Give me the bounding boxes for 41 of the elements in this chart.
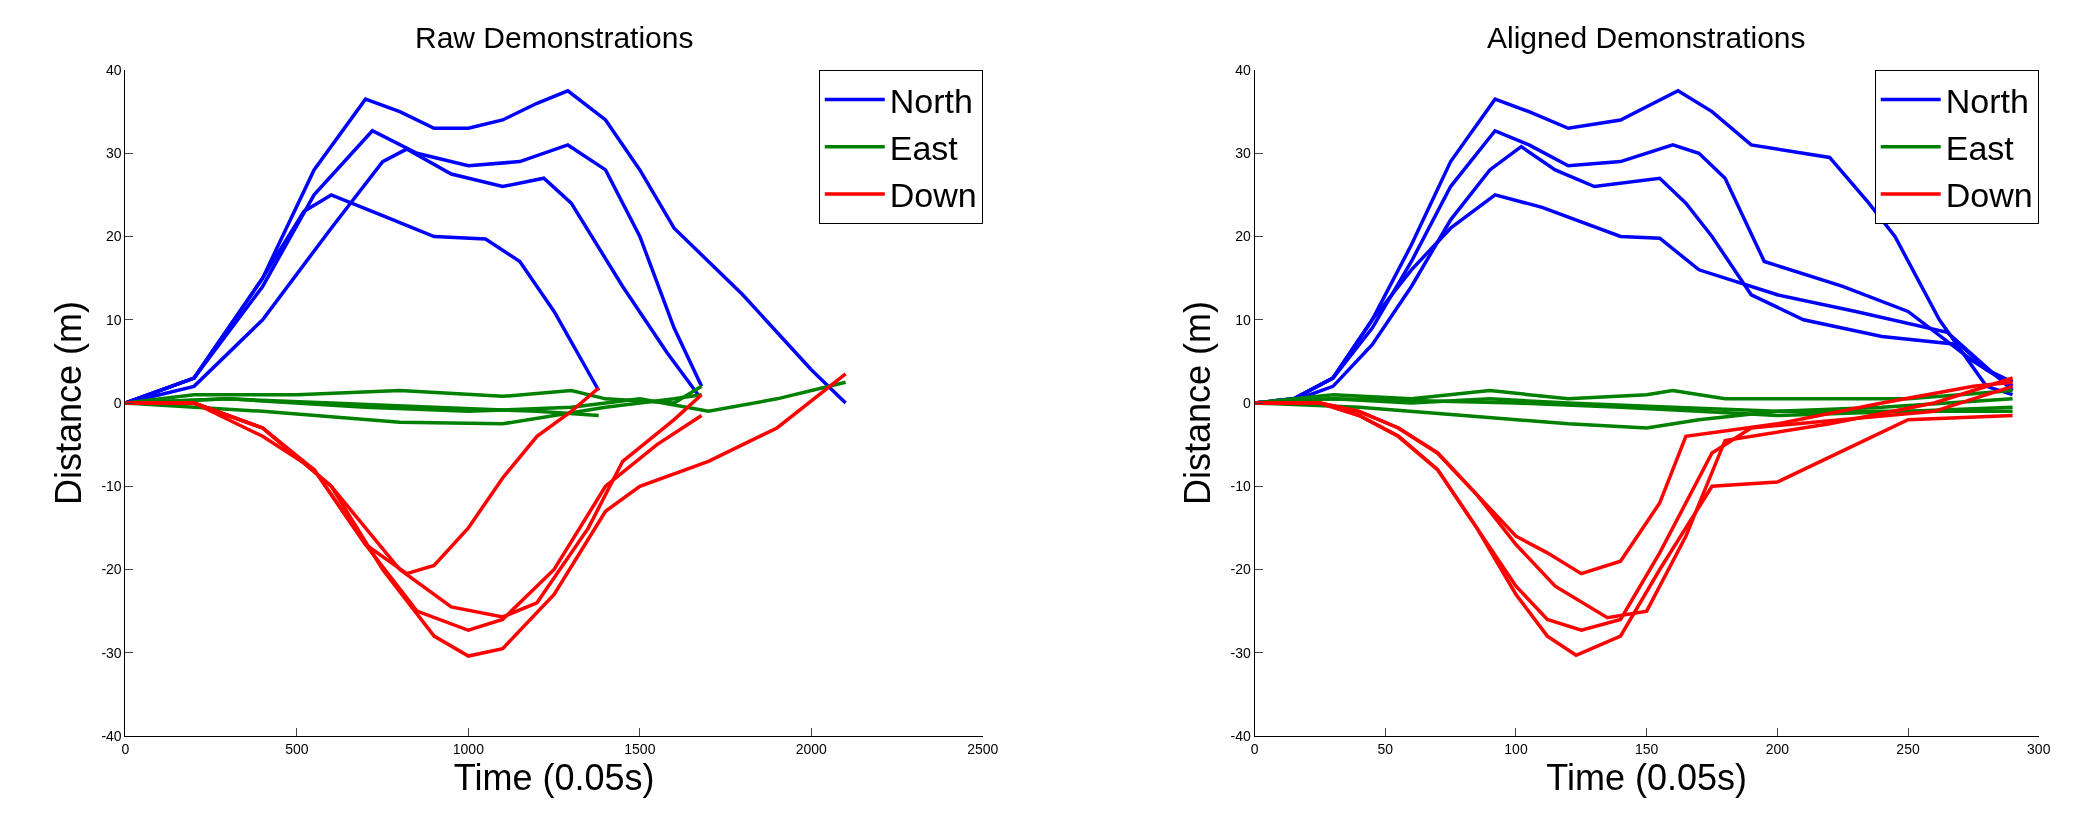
x-tick-label: 1000 <box>452 740 485 757</box>
legend-label: North <box>1945 81 2029 120</box>
x-tick-label: 200 <box>1765 740 1790 757</box>
x-tick-label: 1500 <box>624 740 656 757</box>
y-tick-label: 0 <box>113 394 122 411</box>
y-tick-label: 40 <box>1235 61 1252 78</box>
x-tick-label: 2500 <box>967 740 999 757</box>
x-tick-label: 300 <box>2027 740 2051 757</box>
y-tick-label: 30 <box>106 145 122 162</box>
x-tick-label: 100 <box>1504 740 1528 757</box>
legend-label: Down <box>1945 176 2033 215</box>
y-axis-title: Distance (m) <box>1177 300 1219 506</box>
x-tick-label: 2000 <box>795 740 828 757</box>
x-axis-title: Time (0.05s) <box>1546 756 1748 798</box>
x-tick-label: 250 <box>1896 740 1920 757</box>
y-tick-label: -30 <box>101 644 122 661</box>
y-tick-label: 10 <box>106 311 122 328</box>
y-tick-label: 30 <box>1235 145 1252 162</box>
y-tick-label: 20 <box>106 228 122 245</box>
y-tick-label: -20 <box>101 561 122 578</box>
x-tick-label: 500 <box>285 740 309 757</box>
y-tick-label: 20 <box>1235 228 1252 245</box>
y-tick-label: 40 <box>106 61 122 78</box>
y-tick-label: -40 <box>1230 727 1252 744</box>
legend-label: Down <box>889 176 977 215</box>
y-tick-label: -30 <box>1230 644 1252 661</box>
legend-label: East <box>889 129 959 168</box>
legend-label: East <box>1945 129 2015 168</box>
y-tick-label: -20 <box>1230 561 1252 578</box>
y-tick-label: 10 <box>1235 311 1252 328</box>
y-tick-label: -10 <box>101 478 122 495</box>
y-tick-label: 0 <box>1243 394 1251 411</box>
chart-title: Aligned Demonstrations <box>1487 21 1806 54</box>
x-tick-label: 50 <box>1377 740 1394 757</box>
x-axis-title: Time (0.05s) <box>453 756 655 798</box>
y-axis-title: Distance (m) <box>48 300 90 506</box>
x-tick-label: 150 <box>1634 740 1659 757</box>
y-tick-label: -10 <box>1230 478 1252 495</box>
chart-title: Raw Demonstrations <box>415 21 694 54</box>
y-tick-label: -40 <box>101 727 122 744</box>
legend-label: North <box>889 81 973 120</box>
